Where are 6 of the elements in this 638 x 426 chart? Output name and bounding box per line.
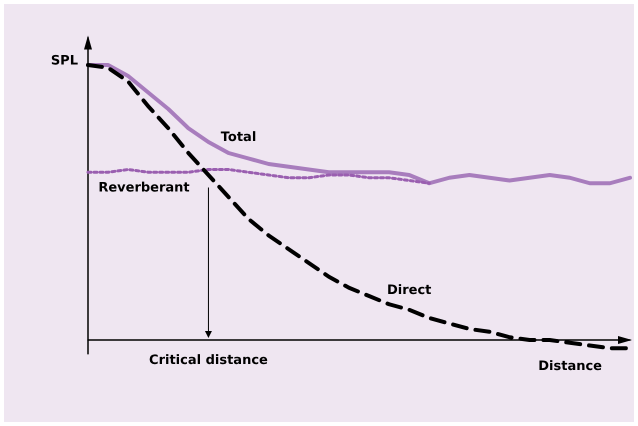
series-label: Direct xyxy=(386,282,432,298)
text: Critical distance xyxy=(149,353,268,368)
x-axis-title: Distance xyxy=(538,359,602,374)
y-axis-title: SPL xyxy=(50,54,78,68)
series-label: Reverberant xyxy=(98,180,190,196)
series-label: Total xyxy=(220,130,256,145)
